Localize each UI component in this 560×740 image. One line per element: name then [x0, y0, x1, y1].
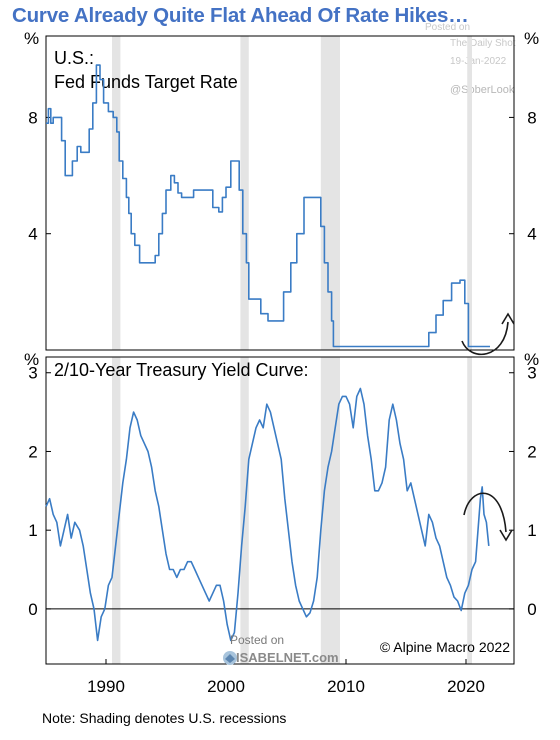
y-tick-label: 2 — [28, 442, 37, 461]
watermark-handle: @SoberLook — [450, 84, 515, 96]
recession-band — [112, 357, 121, 664]
panel-title: U.S.: — [54, 48, 94, 68]
y-tick-label: 8 — [527, 108, 536, 127]
y-tick-label: 4 — [527, 225, 536, 244]
y-unit-label: % — [24, 350, 39, 369]
isabelnet-logo-icon — [223, 651, 237, 665]
recession-band — [467, 36, 472, 350]
recession-band — [467, 357, 472, 664]
panel-title: 2/10-Year Treasury Yield Curve: — [54, 360, 308, 380]
copyright-label: © Alpine Macro 2022 — [380, 639, 510, 655]
plot-frame — [45, 356, 515, 665]
y-tick-label: 8 — [28, 108, 37, 127]
recession-band — [320, 357, 340, 664]
y-unit-label: % — [524, 29, 539, 48]
arrow-annotations — [461, 312, 515, 542]
x-tick-label: 2010 — [327, 677, 365, 696]
footnote: Note: Shading denotes U.S. recessions — [42, 710, 287, 726]
y-tick-label: 0 — [28, 600, 37, 619]
y-tick-label: 4 — [28, 225, 37, 244]
arrow-down-head — [499, 529, 513, 542]
panel-subtitle: Fed Funds Target Rate — [54, 72, 238, 92]
watermark-date: 19-Jan-2022 — [450, 56, 507, 67]
recession-band — [320, 36, 340, 350]
watermark-posted: Posted on — [425, 22, 471, 33]
y-unit-label: % — [524, 350, 539, 369]
y-tick-label: 1 — [527, 521, 536, 540]
y-tick-label: 3 — [28, 364, 37, 383]
x-tick-label: 2020 — [447, 677, 485, 696]
y-unit-label: % — [24, 29, 39, 48]
arrow-down-curve — [463, 492, 507, 533]
recession-band — [240, 36, 249, 350]
recession-band — [112, 36, 121, 350]
arrow-up-head — [501, 312, 515, 325]
y-tick-label: 2 — [527, 442, 536, 461]
x-tick-label: 1990 — [87, 677, 125, 696]
watermark-blog: The Daily Shot — [450, 38, 516, 49]
x-tick-label: 2000 — [207, 677, 245, 696]
y-tick-label: 0 — [527, 600, 536, 619]
y-tick-label: 3 — [527, 364, 536, 383]
plot-frame — [45, 35, 515, 351]
series-line — [46, 64, 490, 348]
chart-title: Curve Already Quite Flat Ahead Of Rate H… — [12, 4, 469, 27]
yield-curve-panel: 0 0 1 1 2 2 3 3% % 1990 2000 2010 2020 2/10-Year Trea… — [24, 350, 539, 696]
arrow-up-curve — [461, 321, 509, 356]
fed-funds-panel: 4 4 8 8% % U.S.: Fed Funds Target Rate — [24, 29, 539, 351]
y-tick-label: 1 — [28, 521, 37, 540]
isabelnet-site: ISABELNET.com — [236, 650, 339, 665]
series-line — [45, 387, 490, 642]
isabelnet-posted: Posted on — [230, 633, 285, 647]
